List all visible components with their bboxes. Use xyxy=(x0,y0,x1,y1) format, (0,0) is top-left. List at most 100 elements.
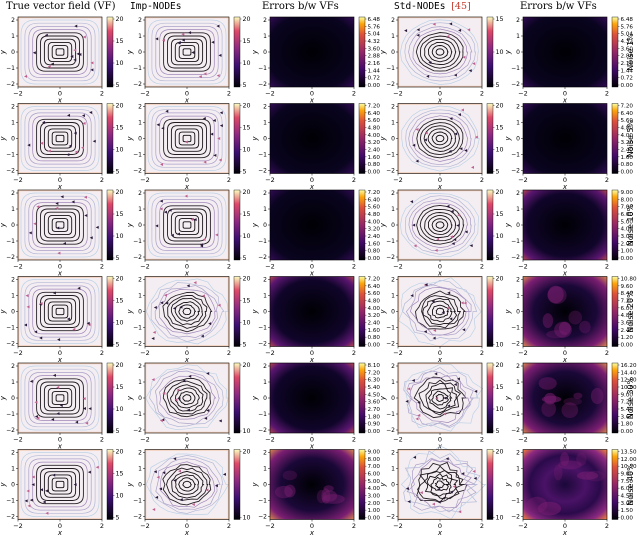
errors-1-colorbar-label: 1.00 xyxy=(368,508,381,514)
errors-2-ytick-label: −1 xyxy=(511,152,520,159)
true-vf-colorbar-label: 15 xyxy=(116,38,124,45)
errors-1-colorbar-label: 6.48 xyxy=(368,17,381,23)
stream-arrow xyxy=(184,194,188,198)
errors-2-colorbar-label: 2.40 xyxy=(621,328,634,334)
errors-1-colorbar xyxy=(358,276,366,347)
std-nodes-ylabel: y xyxy=(379,49,387,55)
stream-arrow xyxy=(447,291,451,295)
streamplot-background xyxy=(145,363,229,433)
errors-1-xlabel: x xyxy=(309,443,315,451)
streamline xyxy=(182,134,192,143)
streamline xyxy=(170,384,204,412)
errors-2-xtick-label: −2 xyxy=(518,90,528,98)
streamline xyxy=(163,32,211,72)
true-vf-colorbar-label: 10 xyxy=(116,147,124,154)
stream-arrow xyxy=(156,475,160,479)
header-true-vf: True vector field (VF) xyxy=(6,1,116,12)
streamplot-edge-tint xyxy=(397,189,483,261)
streamline xyxy=(166,467,209,501)
error-blob xyxy=(541,395,562,403)
streamline xyxy=(20,279,100,344)
stream-arrow xyxy=(159,419,163,423)
streamline xyxy=(431,218,449,232)
errors-1-colorbar-label: 2.00 xyxy=(368,501,381,507)
stream-arrow xyxy=(63,241,67,245)
errors-1-colorbar-label: 0.00 xyxy=(368,83,381,89)
std-nodes-ytick-label: 2 xyxy=(391,450,395,457)
std-nodes-colorbar-label: 15 xyxy=(496,16,504,23)
std-nodes-xtick-label: 0 xyxy=(438,522,442,530)
std-nodes-colorbar xyxy=(486,103,494,174)
streamline xyxy=(175,474,200,495)
streamplot-edge-tint xyxy=(17,189,103,261)
true-vf-colorbar-label: 10 xyxy=(116,406,124,413)
errors-1-colorbar-label: 3.20 xyxy=(368,140,381,146)
stream-arrow xyxy=(162,471,166,475)
std-nodes-colorbar-label: 10 xyxy=(496,515,504,522)
std-nodes-xtick-label: 2 xyxy=(480,436,484,444)
errors-2-colorbar-label: 9.60 xyxy=(621,284,634,290)
stream-arrow xyxy=(447,404,451,408)
error-blob xyxy=(568,310,583,325)
errors-1-colorbar-label: 5.60 xyxy=(368,205,381,211)
streamline xyxy=(51,304,69,319)
true-vf-xlabel: x xyxy=(57,97,63,105)
errors-1-colorbar-label: 4.00 xyxy=(368,306,381,312)
errors-1-colorbar-label: 0.80 xyxy=(368,249,381,255)
streamline xyxy=(47,41,73,63)
errors-2-ytick-label: −2 xyxy=(511,514,520,521)
true-vf-colorbar-label: 15 xyxy=(116,211,124,218)
errors-1-ylabel: y xyxy=(251,309,259,315)
stream-arrow xyxy=(450,209,454,213)
stream-arrow xyxy=(92,139,96,143)
streamline xyxy=(416,461,468,503)
errors-2-xtick-label: 0 xyxy=(563,436,567,444)
imp-nodes-ytick-label: 1 xyxy=(138,379,142,386)
streamplot-edge-tint xyxy=(397,449,483,520)
streamline xyxy=(147,106,227,171)
imp-nodes-colorbar xyxy=(233,189,241,261)
streamline xyxy=(24,109,96,168)
errors-2-colorbar-label: 0.80 xyxy=(621,162,634,168)
stream-arrow xyxy=(73,131,77,135)
streamplot-edge-tint xyxy=(397,276,483,347)
imp-nodes-colorbar-label: 20 xyxy=(243,189,251,196)
streamline xyxy=(155,458,221,510)
error-blob xyxy=(547,286,567,305)
stream-arrow xyxy=(415,127,419,131)
stream-arrow xyxy=(432,22,436,26)
streamline xyxy=(47,474,73,495)
streamline xyxy=(178,45,196,59)
streamline xyxy=(40,295,80,328)
imp-nodes-xlabel: x xyxy=(184,270,190,278)
errors-2-colorbar-label: 1.80 xyxy=(621,422,634,428)
streamline xyxy=(20,19,100,85)
true-vf-ytick-label: −1 xyxy=(6,152,15,159)
streamline xyxy=(431,390,449,406)
true-vf-ytick-label: −2 xyxy=(6,81,15,88)
streamline xyxy=(170,38,204,66)
errors-2-colorbar-label: 0.00 xyxy=(621,516,634,522)
streamline xyxy=(421,295,462,329)
streamline xyxy=(178,477,197,492)
stream-arrow xyxy=(44,33,48,37)
true-vf-colorbar xyxy=(106,362,114,434)
streamline xyxy=(166,380,208,415)
stream-arrow xyxy=(449,117,453,121)
error-blob xyxy=(585,470,606,482)
imp-nodes-xlabel: x xyxy=(184,183,190,191)
imp-nodes-xtick-label: −2 xyxy=(140,522,150,530)
stream-arrow xyxy=(186,284,190,288)
stream-arrow xyxy=(468,69,472,73)
streamplot-edge-tint xyxy=(17,276,103,347)
stream-arrow xyxy=(446,306,450,310)
errors-1-colorbar-label: 0.00 xyxy=(368,256,381,262)
std-nodes-ytick-label: −2 xyxy=(386,254,395,261)
errors-2-colorbar-label: 2.40 xyxy=(621,148,634,154)
imp-nodes-colorbar-label: 5 xyxy=(243,255,247,262)
stream-arrow xyxy=(42,500,46,504)
errors-2-colorbar-label: 13.50 xyxy=(621,450,637,456)
streamline xyxy=(405,109,477,168)
stream-arrow xyxy=(72,327,76,331)
error-blob xyxy=(542,313,554,329)
